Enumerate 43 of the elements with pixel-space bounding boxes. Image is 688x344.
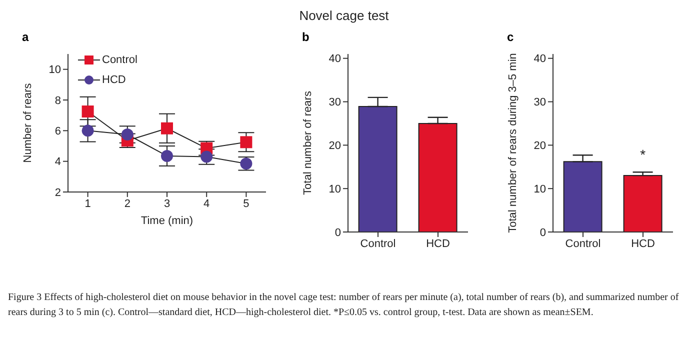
point — [161, 122, 173, 134]
y-tick-label: 40 — [534, 53, 546, 66]
chart-title: a — [22, 30, 29, 44]
x-tick-label: Control — [565, 238, 601, 250]
y-tick-label: 30 — [534, 96, 546, 109]
x-tick-label: HCD — [631, 238, 655, 250]
y-tick-label: 6 — [54, 126, 61, 138]
y-axis-title: Total number of rears — [302, 90, 314, 195]
x-tick-label: 4 — [204, 198, 210, 210]
y-tick-label: 8 — [54, 94, 61, 107]
x-tick-label: Control — [360, 238, 396, 250]
y-axis-title: Total number of rears during 3–5 min — [506, 53, 519, 233]
chart-title: c — [507, 30, 514, 44]
y-tick-label: 40 — [328, 53, 341, 66]
x-tick-label: 5 — [243, 198, 250, 210]
y-tick-label: 10 — [328, 183, 341, 196]
x-tick-label: 2 — [124, 198, 130, 210]
chart-title: b — [302, 30, 310, 44]
y-tick-label: 0 — [540, 226, 546, 239]
y-tick-label: 10 — [534, 183, 546, 196]
y-tick-label: 20 — [534, 140, 546, 152]
point — [82, 124, 94, 137]
point — [121, 128, 134, 140]
y-tick-label: 30 — [328, 96, 341, 109]
caption: Figure 3 Effects of high-cholesterol diet on mouse behavior in the novel cage test: number of rears per minute (a), total number of rears (b), and summarized number of rears during 3 to 5 min (c). Control—standard diet, HCD—high-cholesterol diet. *P≤0.05 vs. control group, t-test. Data are shown as mean±SEM. — [8, 291, 680, 320]
point — [240, 158, 252, 170]
data-label: * — [640, 146, 646, 163]
legend-label: HCD — [102, 74, 126, 86]
y-tick-label: 0 — [334, 226, 341, 239]
point — [240, 136, 252, 148]
legend-label: Control — [102, 54, 138, 66]
y-tick-label: 20 — [328, 140, 341, 152]
x-axis-title: Time (min) — [140, 215, 194, 227]
point — [161, 150, 173, 162]
y-tick-label: 2 — [54, 186, 61, 199]
x-tick-label: HCD — [426, 238, 450, 250]
y-tick-label: 4 — [54, 156, 61, 168]
point — [82, 106, 94, 118]
x-tick-label: 3 — [164, 198, 170, 210]
y-tick-label: 10 — [48, 64, 61, 76]
text: Novel cage test — [298, 8, 390, 23]
x-tick-label: 1 — [84, 198, 91, 210]
y-axis-title: Number of rears — [22, 82, 34, 163]
